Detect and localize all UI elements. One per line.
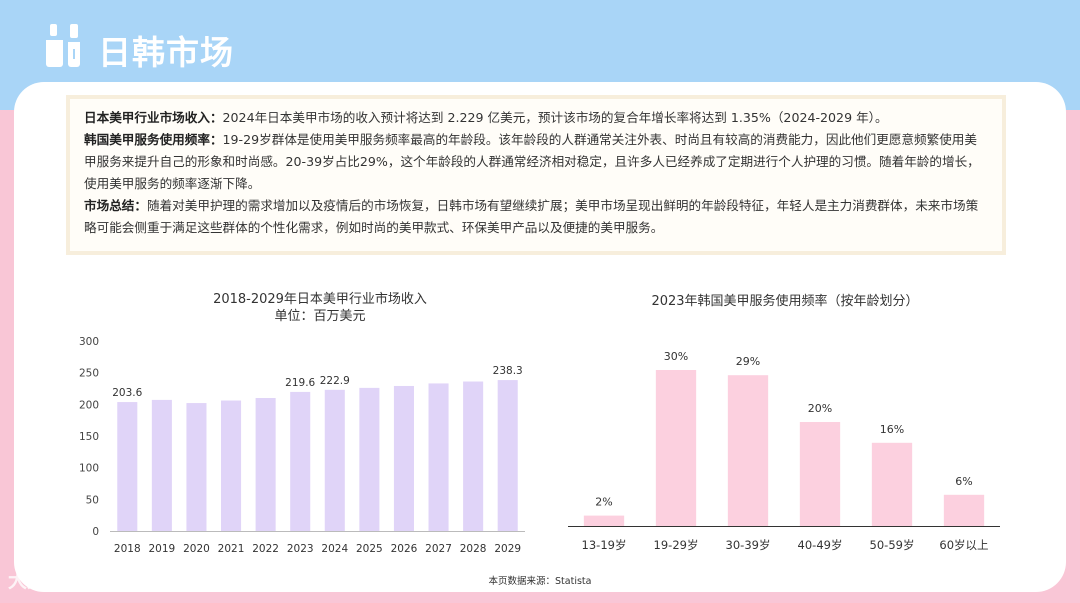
x-tick-label: 2019 bbox=[149, 543, 176, 555]
bar bbox=[799, 422, 841, 526]
nail-polish-icon bbox=[46, 24, 80, 67]
bar bbox=[463, 381, 484, 531]
x-tick-label: 2021 bbox=[218, 543, 245, 555]
bar bbox=[359, 387, 380, 531]
x-tick-label: 2026 bbox=[391, 543, 418, 555]
summary-paragraph-2: 韩国美甲服务使用频率：19-29岁群体是使用美甲服务频率最高的年龄段。该年龄段的… bbox=[84, 129, 988, 195]
source-note: 本页数据来源：Statista bbox=[488, 576, 592, 587]
bar bbox=[186, 403, 207, 531]
x-tick-label: 2020 bbox=[183, 543, 210, 555]
bar bbox=[583, 515, 625, 526]
x-tick-label: 2025 bbox=[356, 543, 383, 555]
bar bbox=[255, 398, 276, 531]
japan-chart-title: 2018-2029年日本美甲行业市场收入 bbox=[213, 292, 427, 307]
page-title: 日韩市场 bbox=[98, 33, 234, 72]
bar bbox=[655, 370, 697, 526]
x-tick-label: 30-39岁 bbox=[726, 538, 771, 552]
y-tick-label: 50 bbox=[86, 494, 99, 506]
x-tick-label: 13-19岁 bbox=[582, 538, 627, 552]
japan-chart-subtitle: 单位：百万美元 bbox=[274, 309, 366, 324]
bar bbox=[871, 442, 913, 526]
x-tick-label: 60岁以上 bbox=[939, 538, 988, 552]
bar bbox=[290, 391, 311, 531]
x-tick-label: 2028 bbox=[460, 543, 487, 555]
bar bbox=[393, 385, 414, 531]
summary-text-2: 19-29岁群体是使用美甲服务频率最高的年龄段。该年龄段的人群通常关注外表、时尚… bbox=[84, 132, 980, 191]
summary-label-2: 韩国美甲服务使用频率： bbox=[84, 132, 223, 147]
korea-frequency-chart: 13-19岁 2% 19-29岁 30% 30-39岁 29% 40-49岁 20% 50-59… bbox=[568, 350, 1000, 552]
bar bbox=[497, 380, 518, 531]
x-tick-label: 2018 bbox=[114, 543, 141, 555]
summary-label-3: 市场总结： bbox=[84, 198, 147, 213]
bar bbox=[428, 383, 449, 531]
data-label: 20% bbox=[808, 402, 832, 415]
x-tick-label: 19-29岁 bbox=[654, 538, 699, 552]
bar bbox=[943, 494, 985, 526]
data-label: 238.3 bbox=[493, 365, 523, 377]
summary-paragraph-1: 日本美甲行业市场收入：2024年日本美甲市场的收入预计将达到 2.229 亿美元… bbox=[84, 107, 988, 129]
y-tick-label: 300 bbox=[79, 336, 99, 348]
y-tick-label: 150 bbox=[79, 431, 99, 443]
y-tick-label: 200 bbox=[79, 399, 99, 411]
x-tick-label: 50-59岁 bbox=[870, 538, 915, 552]
y-tick-label: 250 bbox=[79, 368, 99, 380]
data-label: 203.6 bbox=[112, 387, 142, 399]
x-tick-label: 2029 bbox=[494, 543, 521, 555]
summary-box: 日本美甲行业市场收入：2024年日本美甲市场的收入预计将达到 2.229 亿美元… bbox=[66, 95, 1006, 255]
data-label: 219.6 bbox=[285, 377, 315, 389]
korea-chart-title: 2023年韩国美甲服务使用频率（按年龄划分） bbox=[651, 294, 919, 309]
summary-text-1: 2024年日本美甲市场的收入预计将达到 2.229 亿美元，预计该市场的复合年增… bbox=[222, 110, 888, 125]
data-label: 30% bbox=[664, 350, 688, 363]
bar bbox=[324, 389, 345, 531]
x-tick-label: 2022 bbox=[252, 543, 279, 555]
y-tick-label: 100 bbox=[79, 463, 99, 475]
data-label: 222.9 bbox=[320, 375, 350, 387]
x-tick-label: 2023 bbox=[287, 543, 314, 555]
x-tick-label: 40-49岁 bbox=[798, 538, 843, 552]
x-tick-label: 2024 bbox=[321, 543, 348, 555]
japan-revenue-chart: 0 50 100 150 200 250 300 2018 203.6 2019 2020 2021 2… bbox=[79, 336, 525, 555]
data-label: 6% bbox=[955, 475, 972, 488]
summary-label-1: 日本美甲行业市场收入： bbox=[84, 110, 223, 125]
summary-text-3: 随着对美甲护理的需求增加以及疫情后的市场恢复，日韩市场有望继续扩展；美甲市场呈现… bbox=[84, 198, 979, 235]
data-label: 16% bbox=[880, 423, 904, 436]
x-tick-label: 2027 bbox=[425, 543, 452, 555]
bar bbox=[221, 400, 242, 531]
watermark-logo: 大数跨境 bbox=[8, 570, 85, 592]
bar bbox=[151, 399, 172, 531]
data-label: 2% bbox=[595, 496, 612, 509]
data-label: 29% bbox=[736, 355, 760, 368]
y-tick-label: 0 bbox=[92, 526, 99, 538]
bar bbox=[117, 402, 138, 531]
summary-paragraph-3: 市场总结：随着对美甲护理的需求增加以及疫情后的市场恢复，日韩市场有望继续扩展；美… bbox=[84, 195, 988, 239]
bar bbox=[727, 375, 769, 526]
